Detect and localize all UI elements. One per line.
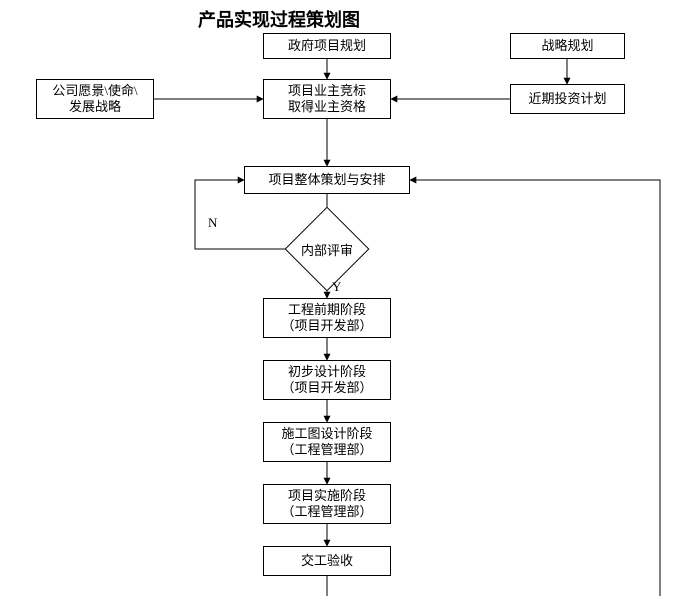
node-vision: 公司愿景\使命\ 发展战略 — [36, 79, 154, 119]
node-accept: 交工验收 — [263, 546, 391, 576]
node-label: 内部评审 — [297, 219, 357, 279]
edge-label: N — [208, 215, 217, 231]
node-prelim: 初步设计阶段 （项目开发部） — [263, 360, 391, 400]
node-early: 工程前期阶段 （项目开发部） — [263, 298, 391, 338]
node-bid: 项目业主竞标 取得业主资格 — [263, 79, 391, 119]
node-gov: 政府项目规划 — [263, 33, 391, 59]
node-review: 内部评审 — [297, 219, 357, 279]
diagram-title: 产品实现过程策划图 — [198, 6, 360, 32]
edge-label: Y — [332, 279, 341, 295]
edge — [410, 180, 660, 596]
node-impl: 项目实施阶段 （工程管理部） — [263, 484, 391, 524]
node-plan: 项目整体策划与安排 — [244, 166, 410, 194]
node-strategy: 战略规划 — [510, 33, 625, 59]
node-invest: 近期投资计划 — [510, 84, 625, 114]
node-drawing: 施工图设计阶段 （工程管理部） — [263, 422, 391, 462]
